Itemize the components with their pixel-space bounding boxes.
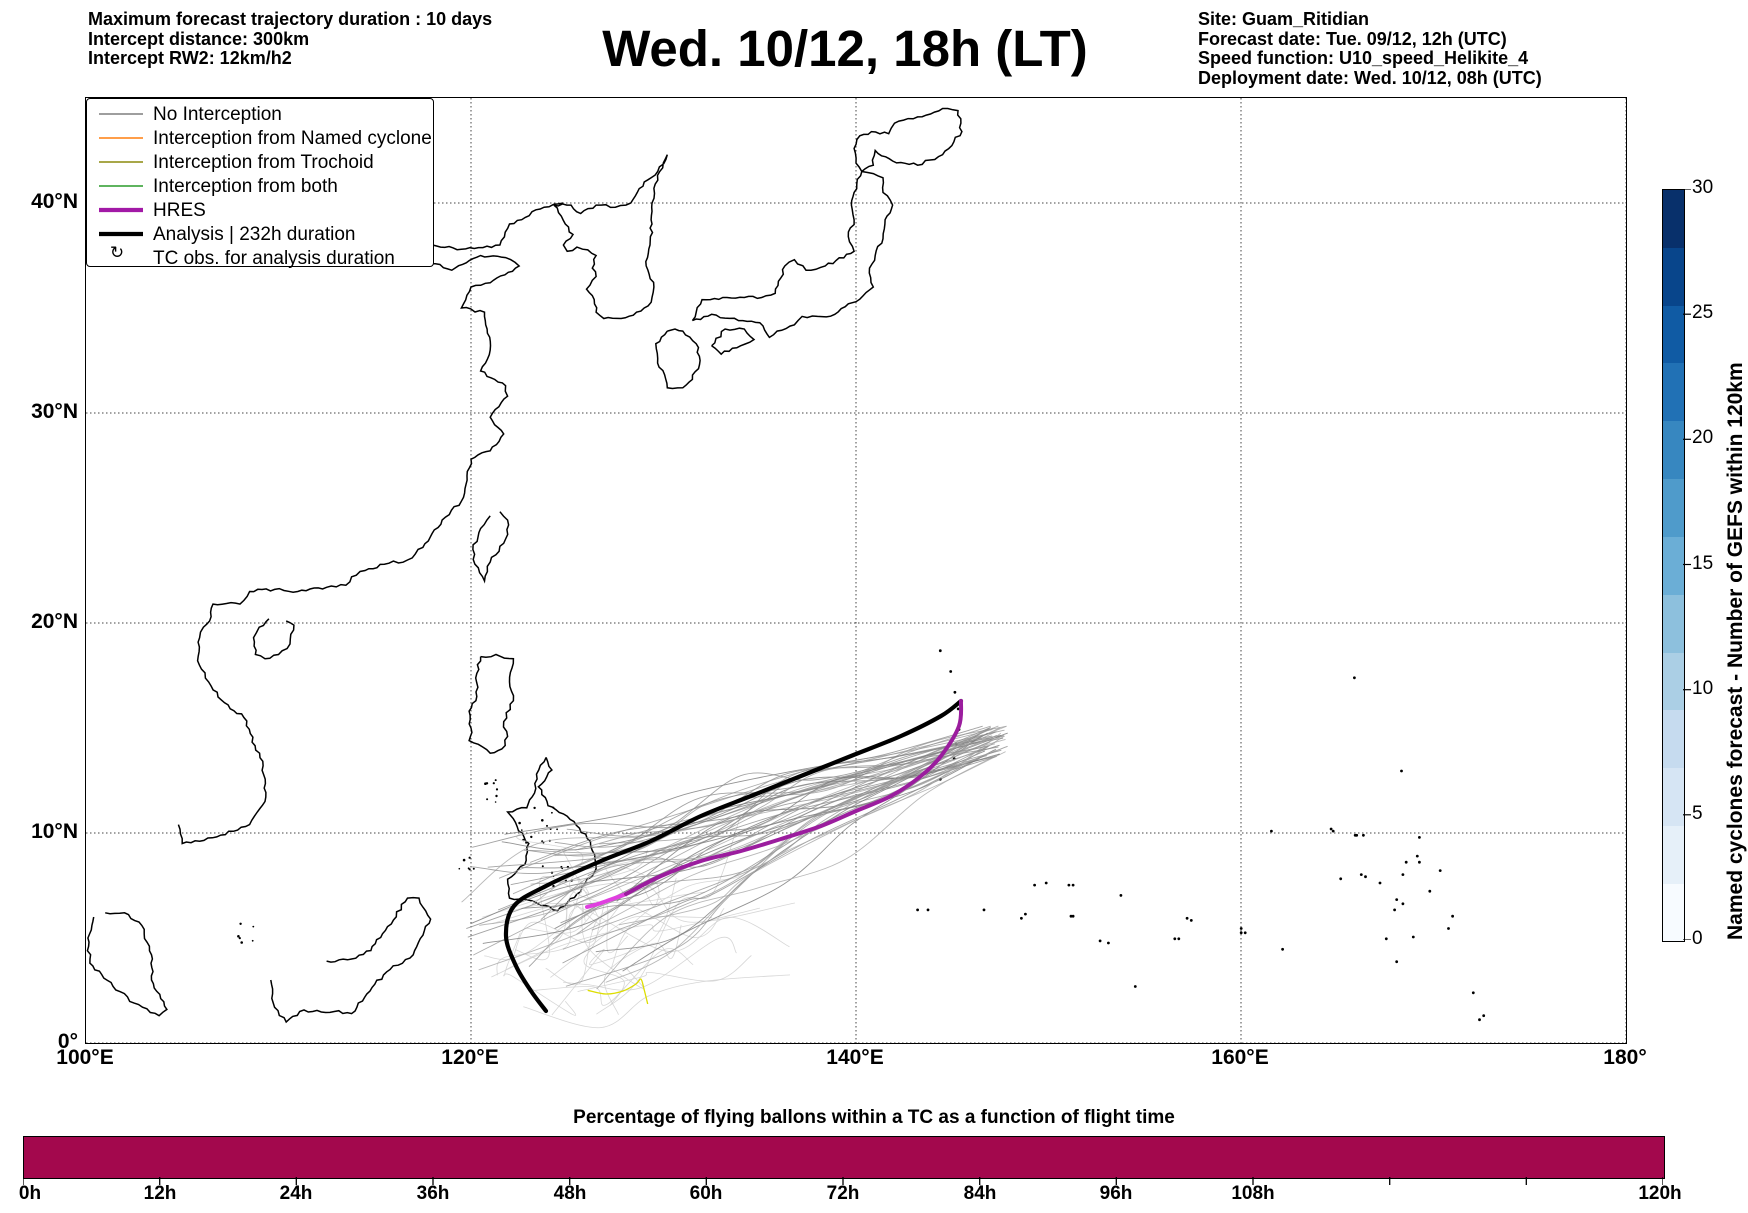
svg-text:↻: ↻ <box>110 243 124 262</box>
